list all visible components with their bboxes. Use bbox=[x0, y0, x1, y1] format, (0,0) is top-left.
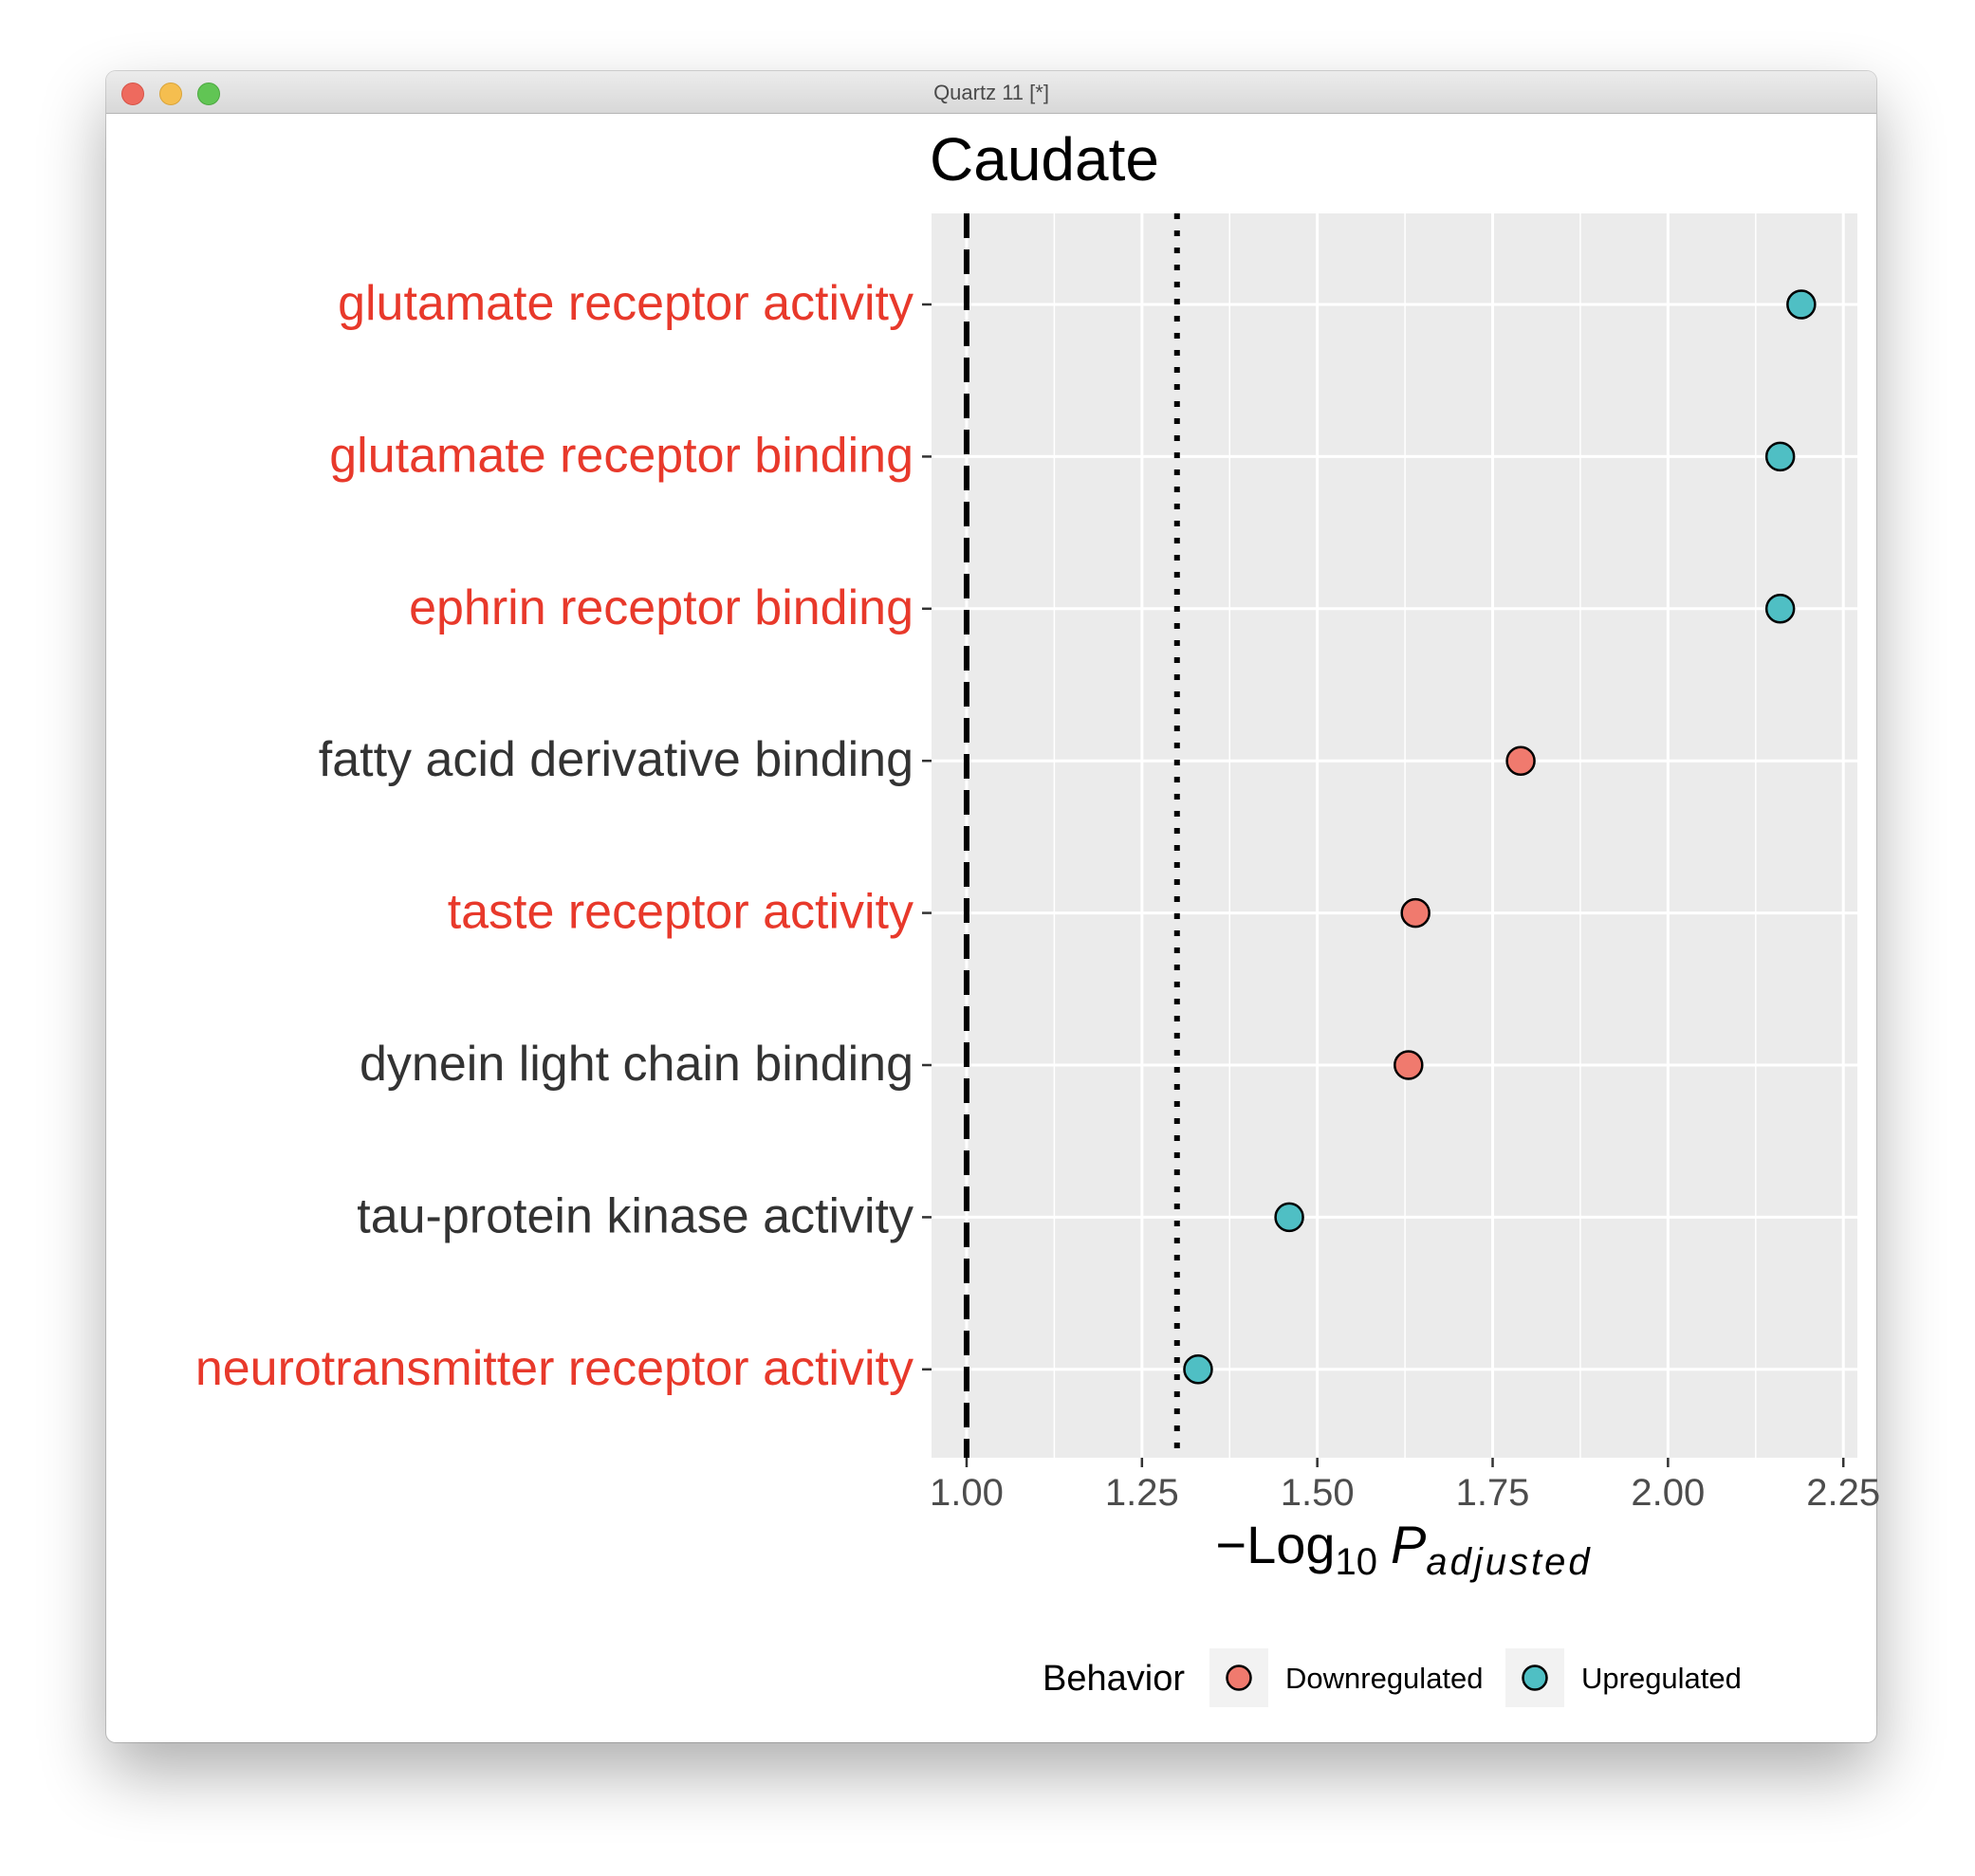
data-point bbox=[1400, 897, 1430, 929]
data-point bbox=[1505, 745, 1536, 776]
close-window-button[interactable] bbox=[121, 83, 144, 105]
x-tick-label: 1.50 bbox=[1281, 1472, 1355, 1514]
legend-title: Behavior bbox=[1043, 1659, 1185, 1699]
data-point bbox=[1394, 1050, 1424, 1080]
x-tick-label: 1.25 bbox=[1105, 1472, 1179, 1514]
data-point bbox=[1274, 1202, 1304, 1233]
y-tick-label: taste receptor activity bbox=[448, 885, 914, 940]
x-axis-label: −Log10 Padjusted bbox=[1215, 1515, 1592, 1583]
plot-panel bbox=[932, 213, 1857, 1458]
legend-label-downregulated: Downregulated bbox=[1285, 1662, 1484, 1695]
y-tick-label: glutamate receptor activity bbox=[338, 276, 914, 331]
x-tick-label: 1.75 bbox=[1456, 1472, 1530, 1514]
legend-key-upregulated bbox=[1522, 1664, 1548, 1691]
title-bar: Quartz 11 [*] bbox=[106, 71, 1876, 114]
y-tick-label: ephrin receptor binding bbox=[409, 580, 914, 635]
minimize-window-button[interactable] bbox=[159, 83, 182, 105]
x-tick-label: 2.25 bbox=[1806, 1472, 1880, 1514]
y-tick-label: dynein light chain binding bbox=[360, 1037, 914, 1092]
x-tick-label: 1.00 bbox=[930, 1472, 1004, 1514]
data-point bbox=[1764, 594, 1796, 624]
data-point bbox=[1764, 441, 1796, 472]
legend-key-downregulated bbox=[1226, 1664, 1252, 1691]
maximize-window-button[interactable] bbox=[197, 83, 220, 105]
legend-label-upregulated: Upregulated bbox=[1581, 1662, 1742, 1695]
data-point bbox=[1183, 1354, 1213, 1385]
chart-title: Caudate bbox=[930, 125, 1159, 193]
data-point bbox=[1786, 289, 1817, 320]
y-tick-label: tau-protein kinase activity bbox=[357, 1188, 914, 1243]
x-tick-label: 2.00 bbox=[1631, 1472, 1705, 1514]
y-tick-label: glutamate receptor binding bbox=[329, 428, 914, 483]
y-tick-label: neurotransmitter receptor activity bbox=[195, 1341, 914, 1396]
y-tick-label: fatty acid derivative binding bbox=[319, 732, 914, 787]
window-title: Quartz 11 [*] bbox=[933, 81, 1049, 104]
